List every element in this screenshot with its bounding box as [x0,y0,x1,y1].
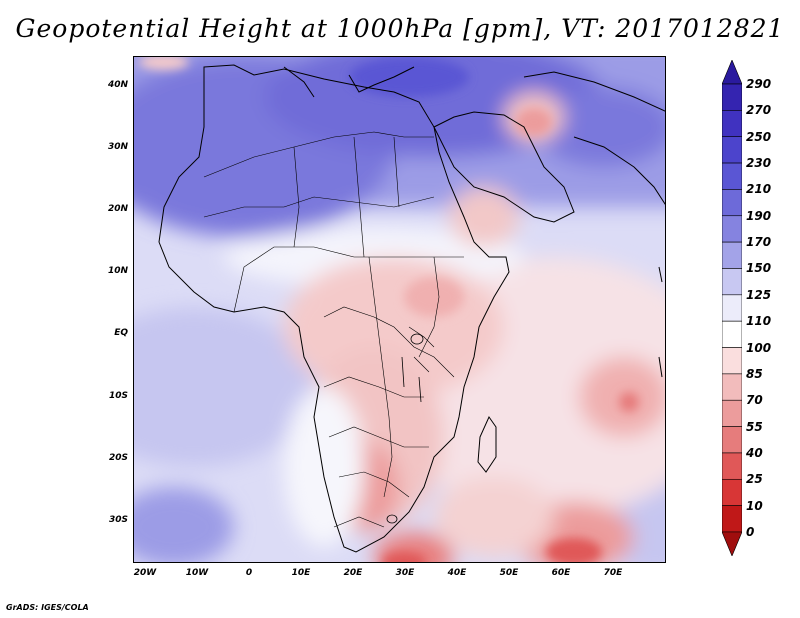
lon-label-70e: 70E [603,568,623,578]
colorbar-box [722,478,742,506]
colorbar-label: 110 [746,314,772,329]
colorbar-label: 70 [746,393,763,408]
lon-label-20e: 20E [343,568,363,578]
lon-label-10w: 10W [185,568,209,578]
lat-label-40n: 40N [107,80,128,90]
colorbar-box [722,426,742,454]
colorbar-label: 190 [746,208,772,223]
colorbar-box [722,347,742,375]
lon-label-40e: 40E [447,568,467,578]
colorbar-label: 270 [746,103,772,118]
geopotential-height-map [134,57,665,562]
colorbar-box [722,136,742,164]
colorbar-top-triangle [722,60,742,85]
colorbar-box [722,162,742,190]
colorbar-box [722,320,742,348]
map-title: Geopotential Height at 1000hPa [gpm], VT… [15,14,785,43]
colorbar-box [722,241,742,269]
lat-label-30s: 30S [108,515,128,525]
lat-label-30n: 30N [107,142,128,152]
lakes [386,333,424,524]
colorbar-box [722,189,742,217]
coastlines [158,64,665,553]
colorbar-label: 0 [746,525,755,539]
colorbar-label: 210 [746,182,772,197]
lon-label-10e: 10E [291,568,311,578]
colorbar-label: 150 [746,261,772,276]
colorbar-box [722,452,742,480]
colorbar-box [722,83,742,111]
colorbar-label: 230 [746,156,772,171]
colorbar-label: 10 [746,498,763,513]
colorbar-label: 290 [746,77,772,91]
colorbar [722,60,742,556]
colorbar-label: 25 [746,472,763,487]
height-field-shading [134,57,665,562]
colorbar-box [722,294,742,322]
height-field-detail [139,57,639,562]
lon-label-60e: 60E [551,568,571,578]
colorbar-label: 40 [746,445,763,460]
lat-label-10s: 10S [108,391,128,401]
lon-label-0: 0 [245,568,253,578]
lon-label-30e: 30E [395,568,415,578]
map-panel [133,56,666,563]
colorbar-label: 55 [746,419,763,434]
colorbar-label: 125 [746,287,772,302]
colorbar-bottom-triangle [722,531,742,556]
lon-label-50e: 50E [499,568,519,578]
country-borders [203,131,464,528]
colorbar-label: 85 [746,366,763,381]
colorbar-box [722,215,742,243]
lat-label-20n: 20N [107,204,128,214]
grads-credit: GrADS: IGES/COLA [6,603,89,612]
colorbar-box [722,110,742,138]
colorbar-label: 100 [746,340,772,355]
colorbar-box [722,399,742,427]
lat-label-eq: EQ [114,328,128,338]
colorbar-label: 170 [746,235,772,250]
lat-label-10n: 10N [107,266,128,276]
colorbar-box [722,505,742,533]
colorbar-box [722,373,742,401]
colorbar-label: 250 [746,129,772,144]
colorbar-box [722,268,742,296]
lon-label-20w: 20W [133,568,157,578]
lat-label-20s: 20S [108,453,128,463]
